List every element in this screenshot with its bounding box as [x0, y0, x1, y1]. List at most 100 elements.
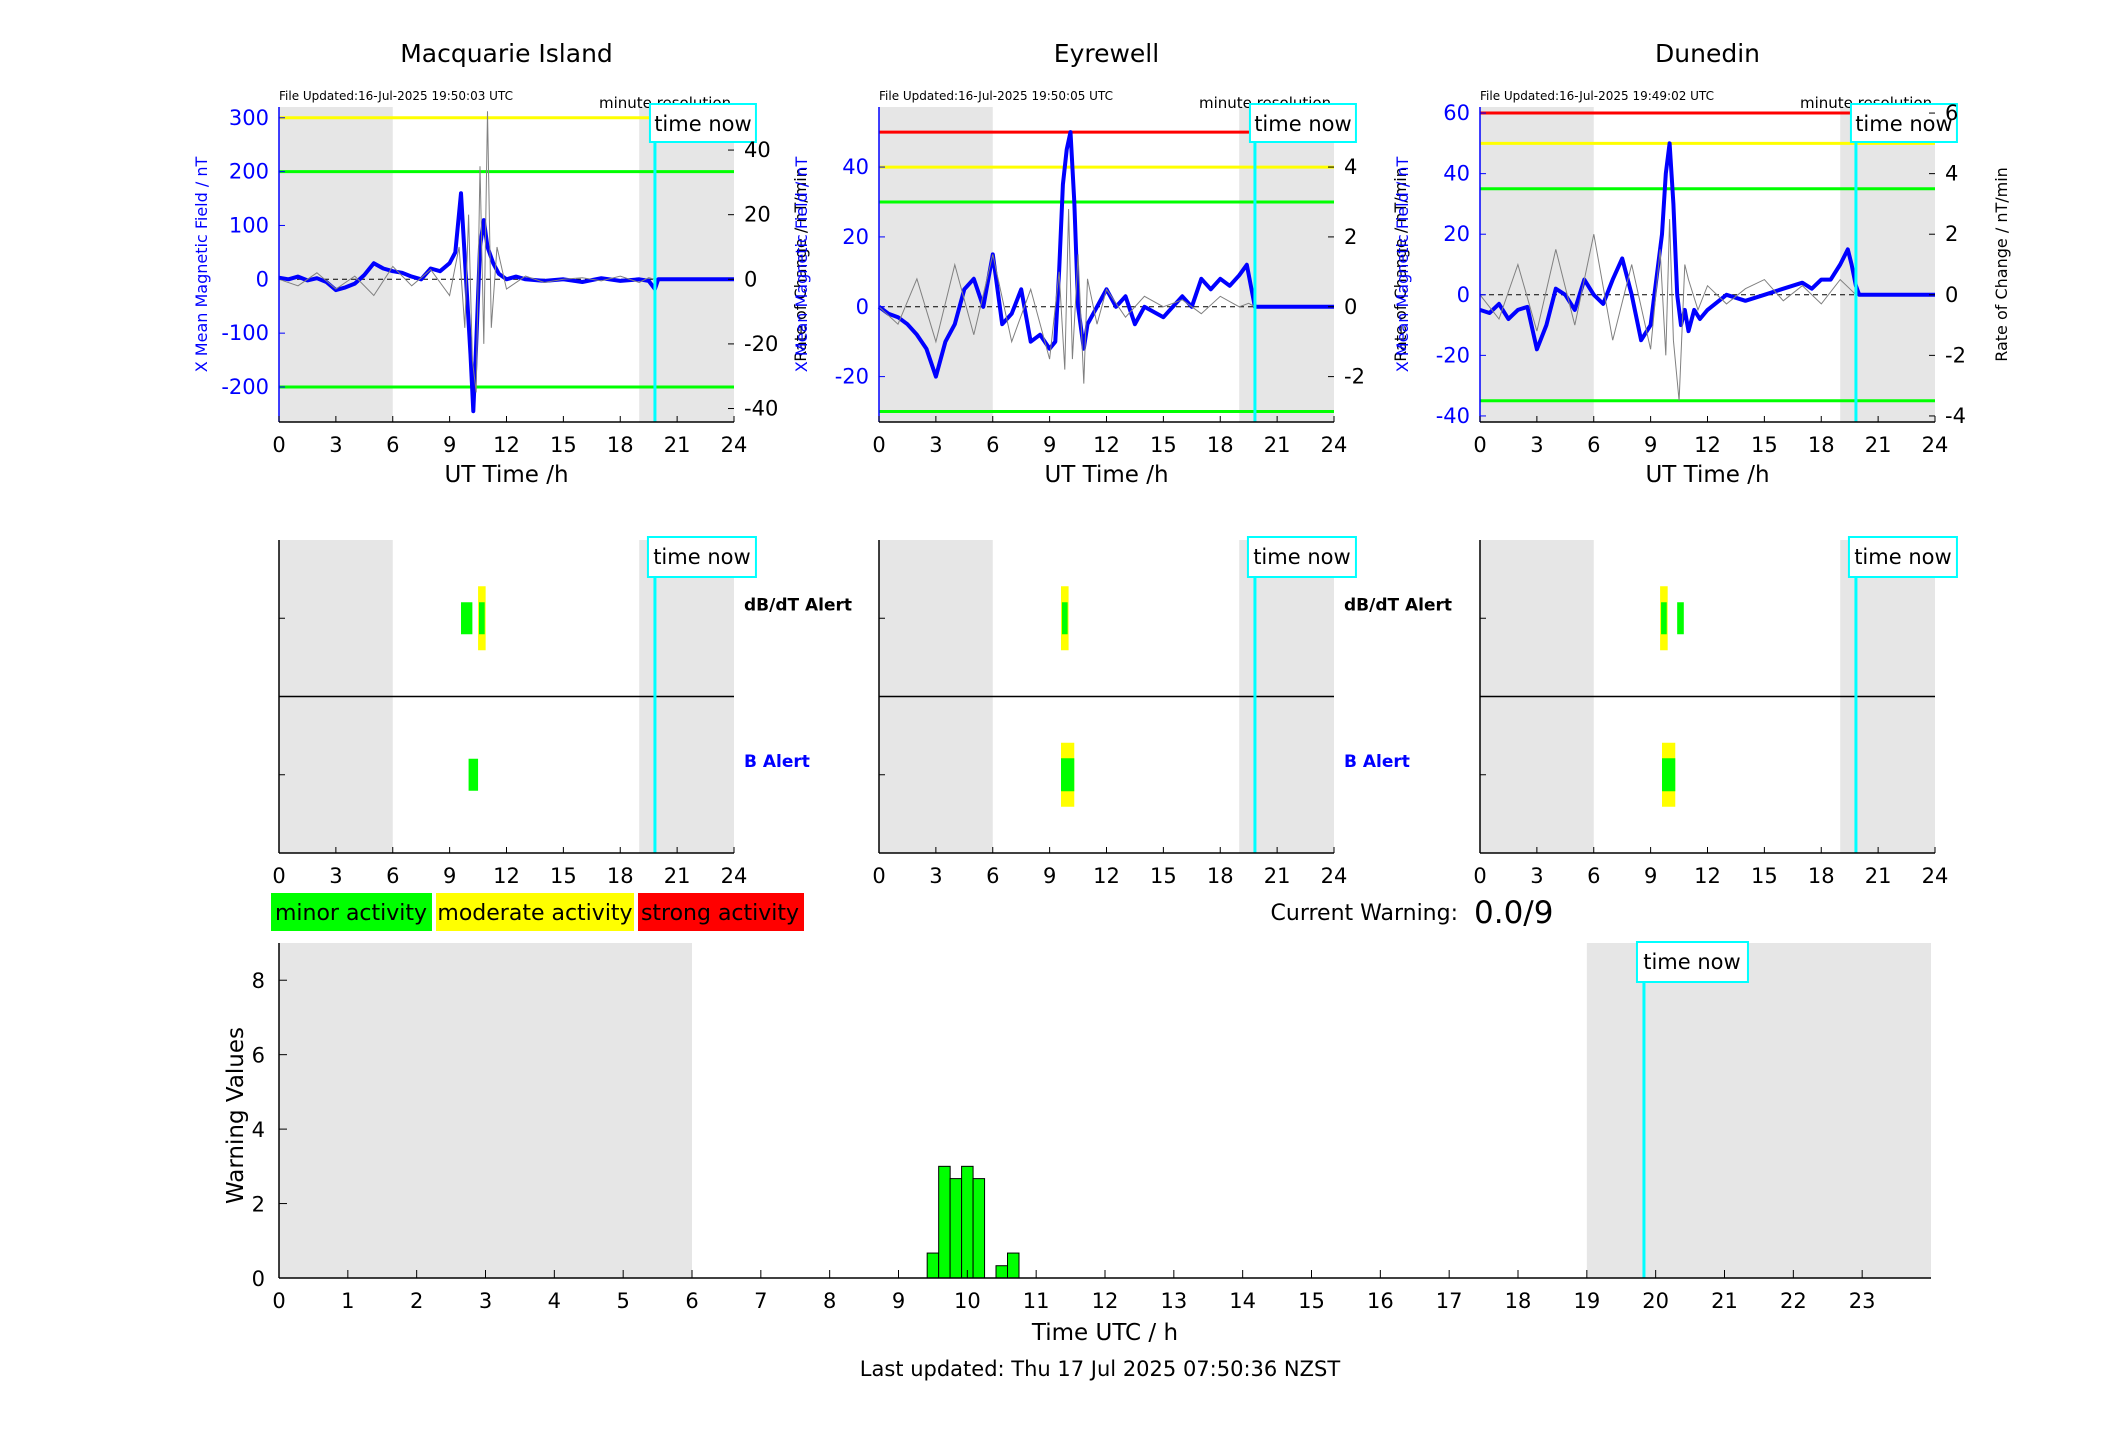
y-right-tick-label: -2: [1344, 365, 1365, 389]
warning-bar: [926, 1252, 940, 1279]
dbdt-alert-label: dB/dT Alert: [744, 595, 852, 615]
x-tick-label: 18: [1505, 1289, 1532, 1313]
x-tick-label: 23: [1849, 1289, 1876, 1313]
x-tick-label: 21: [1865, 864, 1892, 888]
x-tick-label: 0: [872, 864, 885, 888]
x-tick-label: 12: [493, 433, 520, 457]
y-tick-label: 8: [252, 969, 265, 993]
y-left-tick-label: -20: [835, 365, 869, 389]
x-tick-label: 6: [986, 433, 999, 457]
y-axis-label: Warning Values: [223, 1027, 249, 1204]
time-now-box: [1635, 941, 1749, 983]
night-shading: [279, 943, 692, 1278]
x-tick-label: 3: [929, 433, 942, 457]
right-axis-label: Rate of Change / nT/min: [791, 167, 810, 362]
station-title: Eyrewell: [1054, 39, 1159, 68]
x-tick-label: 7: [754, 1289, 767, 1313]
x-tick-label: 14: [1229, 1289, 1256, 1313]
y-left-tick-label: -200: [221, 375, 269, 399]
y-left-tick-label: 0: [856, 295, 869, 319]
y-right-tick-label: -2: [1945, 343, 1966, 367]
alert-block-minor: [1661, 602, 1667, 635]
station-panel-dunedin: Dunedin File Updated:16-Jul-2025 19:49:02…: [1393, 39, 2011, 488]
x-tick-label: 0: [272, 433, 285, 457]
station-title: Dunedin: [1655, 39, 1760, 68]
left-axis-label: X Mean Magnetic Field / nT: [792, 157, 811, 373]
x-tick-label: 9: [1043, 433, 1056, 457]
alert-block-minor: [468, 758, 479, 791]
left-axis-label: X Mean Magnetic Field / nT: [1393, 157, 1412, 373]
x-tick-label: 12: [1093, 433, 1120, 457]
x-tick-label: 13: [1160, 1289, 1187, 1313]
station-title: Macquarie Island: [400, 39, 613, 68]
right-axis-label: Rate of Change / nT/min: [1992, 167, 2011, 362]
y-left-tick-label: 200: [229, 160, 269, 184]
current-warning-label: Current Warning:: [1271, 901, 1458, 926]
x-tick-label: 21: [1264, 864, 1291, 888]
y-right-tick-label: 2: [1945, 222, 1958, 246]
x-tick-label: 12: [1694, 433, 1721, 457]
time-now-label: time now: [1643, 950, 1740, 974]
time-now-label: time now: [1254, 112, 1351, 136]
y-right-tick-label: -40: [744, 397, 778, 421]
legend-minor-label: minor activity: [275, 901, 427, 926]
file-updated-text: File Updated:16-Jul-2025 19:49:02 UTC: [1480, 89, 1714, 103]
b-alert-label: B Alert: [744, 752, 810, 772]
file-updated-text: File Updated:16-Jul-2025 19:50:03 UTC: [279, 89, 513, 103]
station-panel-macquarie-island: Macquarie Island File Updated:16-Jul-2025…: [192, 39, 810, 488]
x-tick-label: 9: [1644, 864, 1657, 888]
alert-panel-eyrewell: dB/dT Alert B Alert time now 0 3 6 9 12 15 18 21 24: [872, 536, 1452, 888]
x-axis-label: UT Time /h: [1645, 462, 1769, 488]
alert-block-minor: [1061, 602, 1068, 635]
dbdt-alert-label: dB/dT Alert: [1344, 595, 1452, 615]
time-now-label: time now: [1855, 112, 1952, 136]
warning-bar: [949, 1178, 963, 1279]
alert-panels: dB/dT Alert B Alert time now 0 3 6 9 12 15 18 21 24…: [272, 536, 1958, 888]
time-now-box: [1849, 103, 1958, 143]
y-right-tick-label: 0: [1344, 295, 1357, 319]
current-warning-value: 0.0/9: [1474, 895, 1553, 931]
activity-legend: minor activity moderate activity strong …: [271, 893, 804, 931]
y-tick-label: 0: [252, 1267, 265, 1291]
alert-block-minor: [461, 602, 473, 635]
x-axis-label: Time UTC / h: [1031, 1320, 1178, 1346]
night-shading: [1586, 943, 1931, 1278]
time-now-box: [1847, 536, 1958, 578]
x-tick-label: 20: [1642, 1289, 1669, 1313]
x-tick-label: 18: [1808, 433, 1835, 457]
x-tick-label: 12: [493, 864, 520, 888]
last-updated-text: Last updated: Thu 17 Jul 2025 07:50:36 N…: [860, 1357, 1341, 1381]
warning-bar: [995, 1265, 1008, 1279]
alert-block-minor: [1662, 758, 1676, 792]
warning-bar: [961, 1165, 974, 1279]
b-alert-label: B Alert: [1344, 752, 1410, 772]
alert-block-minor: [1061, 758, 1075, 792]
x-tick-label: 0: [872, 433, 885, 457]
x-tick-label: 19: [1573, 1289, 1600, 1313]
time-now-box: [1248, 103, 1357, 143]
left-axis-label: X Mean Magnetic Field / nT: [192, 157, 211, 373]
rate-of-change-series: [878, 208, 1256, 384]
x-tick-label: 15: [1150, 864, 1177, 888]
x-tick-label: 24: [721, 864, 748, 888]
x-tick-label: 6: [386, 433, 399, 457]
x-tick-label: 18: [1808, 864, 1835, 888]
x-tick-label: 16: [1367, 1289, 1394, 1313]
x-tick-label: 0: [272, 864, 285, 888]
y-left-tick-label: 20: [1443, 222, 1470, 246]
x-tick-label: 6: [1587, 864, 1600, 888]
x-tick-label: 15: [1751, 433, 1778, 457]
y-right-tick-label: 20: [744, 203, 771, 227]
y-left-tick-label: 20: [842, 225, 869, 249]
y-left-tick-label: 300: [229, 106, 269, 130]
x-tick-label: 17: [1436, 1289, 1463, 1313]
y-left-tick-label: 0: [256, 267, 269, 291]
x-tick-label: 18: [607, 864, 634, 888]
x-tick-label: 10: [954, 1289, 981, 1313]
alert-panel-dunedin: time now 0 3 6 9 12 15 18 21 24: [1473, 536, 1958, 888]
x-tick-label: 21: [1865, 433, 1892, 457]
alert-panel-macquarie-island: dB/dT Alert B Alert time now 0 3 6 9 12 15 18 21 24: [272, 536, 852, 888]
x-tick-label: 18: [607, 433, 634, 457]
x-tick-label: 15: [550, 433, 577, 457]
